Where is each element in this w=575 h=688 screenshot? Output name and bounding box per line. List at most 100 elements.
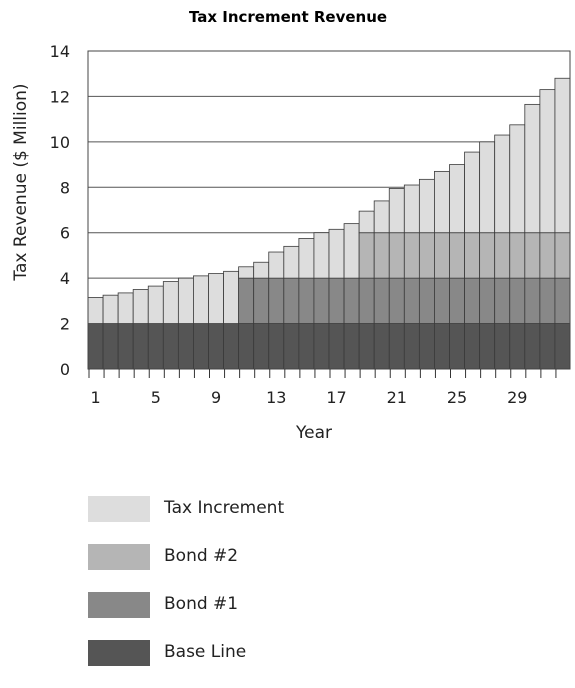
y-tick-label: 2 (60, 315, 70, 334)
y-tick-label: 14 (50, 42, 70, 61)
bar-base-line-15 (298, 323, 315, 370)
bar-tax-increment-28 (494, 134, 511, 234)
bar-base-line-23 (418, 323, 435, 370)
bar-bond-2-29 (509, 232, 526, 279)
bar-base-line-25 (449, 323, 465, 370)
bar-base-line-19 (358, 323, 375, 370)
y-tick-label: 4 (60, 269, 70, 288)
legend-swatch-bond-1 (88, 592, 150, 618)
bar-bond-1-29 (509, 277, 526, 324)
bar-base-line-6 (162, 323, 179, 370)
y-tick-label: 6 (60, 224, 70, 243)
x-axis-label: Year (295, 423, 332, 443)
bar-bond-1-14 (283, 277, 300, 324)
bar-tax-increment-15 (298, 237, 315, 279)
bar-base-line-18 (343, 323, 360, 370)
bar-tax-increment-20 (373, 200, 390, 234)
bar-bond-2-31 (539, 232, 556, 279)
legend-label-tax-increment: Tax Increment (164, 498, 285, 518)
y-tick-label: 12 (50, 87, 70, 106)
bar-bond-1-31 (539, 277, 556, 324)
bar-base-line-20 (373, 323, 390, 370)
legend-swatch-bond-2 (88, 544, 150, 570)
plot-frame (87, 50, 571, 370)
y-tick-label: 10 (50, 133, 70, 152)
bar-tax-increment-2 (102, 294, 119, 324)
bar-bond-1-23 (418, 277, 435, 324)
bar-bond-2-21 (388, 232, 405, 279)
bar-tax-increment-30 (524, 103, 541, 234)
bar-tax-increment-6 (162, 281, 179, 324)
bar-base-line-21 (388, 323, 405, 370)
bar-bond-1-32 (554, 277, 571, 324)
bar-bond-1-26 (464, 277, 481, 324)
bar-base-line-1 (87, 323, 104, 370)
bar-base-line-5 (147, 323, 164, 370)
bar-base-line-8 (193, 323, 209, 370)
x-tick-label: 9 (211, 388, 221, 407)
bar-tax-increment-22 (403, 184, 420, 234)
x-tick-label: 5 (151, 388, 161, 407)
bar-bond-1-11 (238, 277, 255, 324)
bar-bond-1-22 (403, 277, 420, 324)
bar-base-line-3 (117, 323, 134, 370)
bar-tax-increment-25 (449, 164, 465, 234)
bar-bond-1-20 (373, 277, 390, 324)
axes: 0 2 4 6 8 10 12 14 1 5 9 13 17 21 25 29 (50, 42, 571, 407)
bar-base-line-17 (328, 323, 345, 370)
bar-tax-increment-4 (132, 289, 149, 324)
bar-bond-2-32 (554, 232, 571, 279)
bar-tax-increment-14 (283, 245, 300, 279)
bar-base-line-24 (434, 323, 450, 370)
bar-base-line-4 (132, 323, 149, 370)
bar-bond-2-30 (524, 232, 541, 279)
y-tick-label: 0 (60, 360, 70, 379)
bar-tax-increment-23 (418, 178, 435, 234)
bar-base-line-12 (253, 323, 270, 370)
bar-base-line-28 (494, 323, 511, 370)
bar-base-line-7 (177, 323, 194, 370)
bar-tax-increment-3 (117, 292, 134, 324)
bar-base-line-2 (102, 323, 119, 370)
bar-bond-2-28 (494, 232, 511, 279)
bar-bond-2-26 (464, 232, 481, 279)
bar-bond-2-22 (403, 232, 420, 279)
bar-tax-increment-17 (328, 228, 345, 279)
bar-bond-1-15 (298, 277, 315, 324)
bar-bond-1-17 (328, 277, 345, 324)
bar-base-line-9 (208, 323, 224, 370)
bar-tax-increment-7 (177, 277, 194, 324)
bar-tax-increment-11 (238, 266, 255, 279)
y-axis-label: Tax Revenue ($ Million) (11, 83, 31, 281)
bar-tax-increment-16 (313, 232, 330, 279)
bar-base-line-26 (464, 323, 481, 370)
bar-bond-1-21 (388, 277, 405, 324)
bar-tax-increment-10 (223, 270, 240, 324)
bar-tax-increment-9 (208, 273, 224, 324)
bar-tax-increment-32 (554, 77, 571, 234)
bar-tax-increment-1 (87, 297, 104, 324)
legend-swatch-tax-increment (88, 496, 150, 522)
x-tick-label: 29 (507, 388, 527, 407)
bar-base-line-29 (509, 323, 526, 370)
bar-bond-2-19 (358, 232, 375, 279)
bar-bond-1-30 (524, 277, 541, 324)
bar-tax-increment-5 (147, 285, 164, 324)
x-tick-label: 17 (326, 388, 346, 407)
bars (87, 77, 571, 370)
bar-tax-increment-24 (434, 170, 450, 234)
legend-label-bond-1: Bond #1 (164, 594, 239, 614)
bar-bond-2-27 (479, 232, 496, 279)
chart: Tax Increment Revenue 0 2 4 6 8 10 12 14 1 5 9 13 17… (11, 8, 571, 443)
bar-bond-1-19 (358, 277, 375, 324)
bar-bond-1-16 (313, 277, 330, 324)
bar-bond-2-25 (449, 232, 465, 279)
legend-label-base-line: Base Line (164, 642, 247, 662)
bar-tax-increment-8 (193, 275, 209, 324)
bar-tax-increment-27 (479, 141, 496, 234)
bar-tax-increment-29 (509, 124, 526, 234)
bar-base-line-31 (539, 323, 556, 370)
bar-tax-increment-26 (464, 151, 481, 234)
x-tick-label: 13 (266, 388, 286, 407)
bar-bond-1-25 (449, 277, 465, 324)
